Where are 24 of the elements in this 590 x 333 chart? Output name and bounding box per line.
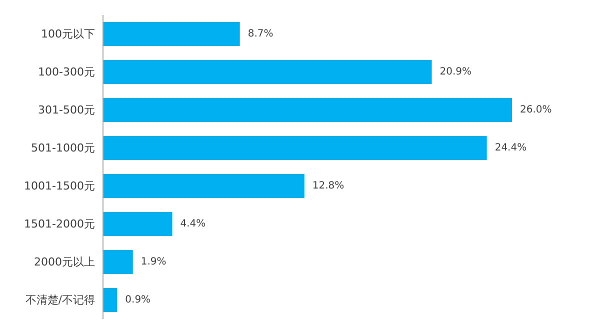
data-label: 26.0%	[520, 104, 552, 116]
data-label: 1.9%	[140, 256, 166, 268]
y-tick-label: 不清楚/不记得	[25, 294, 95, 306]
data-label: 4.4%	[180, 218, 206, 230]
y-tick-label: 2000元以上	[34, 256, 95, 268]
y-tick-label: 501-1000元	[31, 142, 95, 154]
y-tick-label: 100元以下	[41, 28, 95, 40]
y-tick-label: 1001-1500元	[24, 180, 95, 192]
bar	[103, 136, 487, 160]
data-label: 20.9%	[440, 66, 472, 78]
y-tick-label: 100-300元	[38, 66, 95, 78]
bar	[103, 288, 118, 312]
data-label: 12.8%	[312, 180, 344, 192]
bar	[103, 60, 432, 84]
data-label: 24.4%	[494, 142, 527, 154]
data-label: 0.9%	[125, 294, 151, 306]
bar	[103, 98, 512, 122]
data-label: 8.7%	[248, 28, 274, 40]
bar	[103, 174, 304, 198]
bar	[103, 212, 172, 236]
bar	[103, 250, 133, 274]
y-tick-label: 301-500元	[38, 104, 95, 116]
bar	[103, 22, 240, 46]
y-tick-label: 1501-2000元	[24, 218, 95, 230]
